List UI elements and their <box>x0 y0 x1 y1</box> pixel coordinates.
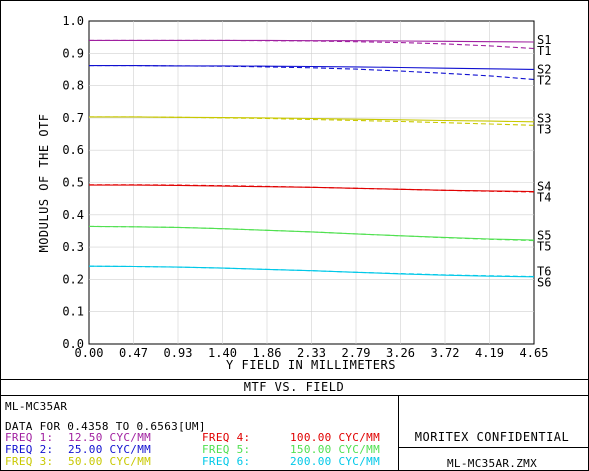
y-tick-label: 0.4 <box>62 208 84 222</box>
x-tick-label: 0.00 <box>75 346 104 360</box>
y-tick-label: 0.6 <box>62 143 84 157</box>
y-axis-label: MODULUS OF THE OTF <box>37 113 51 252</box>
y-tick-label: 0.1 <box>62 305 84 319</box>
series-label-t6: T6 <box>537 265 551 279</box>
frequency-legend: FREQ 1: 12.50 CYC/MM FREQ 4: 100.00 CYC/MM F… <box>5 431 380 468</box>
series-label-s4: S4 <box>537 180 551 194</box>
y-tick-label: 0.2 <box>62 272 84 286</box>
x-tick-label: 2.33 <box>297 346 326 360</box>
freq-value: 12.50 CYC/MM <box>68 431 151 444</box>
series-label-s5: S5 <box>537 228 551 242</box>
series-label-t5: T5 <box>537 239 551 253</box>
x-tick-label: 2.79 <box>342 346 371 360</box>
series-label-t1: T1 <box>537 44 551 58</box>
series-line-t1 <box>89 39 535 50</box>
x-tick-label: 3.72 <box>431 346 460 360</box>
data-range: DATA FOR 0.4358 TO 0.6563[UM] <box>5 420 206 433</box>
freq-value: 100.00 CYC/MM <box>290 431 380 444</box>
freq-value: 50.00 CYC/MM <box>68 455 151 468</box>
y-tick-labels: 0.0 0.1 0.2 0.3 0.4 0.5 0.6 0.7 0.8 0.9 1.0 <box>62 14 84 351</box>
x-tick-label: 4.65 <box>520 346 549 360</box>
series-line-t5 <box>88 225 535 242</box>
file-name: ML-MC35AR.ZMX <box>447 457 537 470</box>
y-tick-label: 0.8 <box>62 79 84 93</box>
freq-value: 200.00 CYC/MM <box>290 455 380 468</box>
series-label-t3: T3 <box>537 123 551 137</box>
freq-label: FREQ 2: <box>5 443 53 456</box>
x-tick-label: 0.47 <box>119 346 148 360</box>
x-tick-label: 3.26 <box>386 346 415 360</box>
series-label-s3: S3 <box>537 112 551 126</box>
chart-title: MTF VS. FIELD <box>244 380 344 394</box>
series-line-t4 <box>89 184 535 193</box>
freq-label: FREQ 3: <box>5 455 53 468</box>
series-lines <box>88 39 535 278</box>
y-tick-label: 0.5 <box>62 176 84 190</box>
plot-area: 0.00 0.47 0.93 1.40 1.86 2.33 2.79 3.26 3.72 4.19… <box>62 14 551 360</box>
x-tick-label: 0.93 <box>164 346 193 360</box>
series-label-t4: T4 <box>537 191 551 205</box>
freq-value: 150.00 CYC/MM <box>290 443 380 456</box>
series-label-t2: T2 <box>537 74 551 88</box>
y-tick-label: 0.7 <box>62 111 84 125</box>
x-tick-label: 4.19 <box>475 346 504 360</box>
series-label-s6: S6 <box>537 276 551 290</box>
y-tick-label: 0.3 <box>62 240 84 254</box>
y-tick-label: 0.0 <box>62 337 84 351</box>
series-line-t2 <box>89 65 535 81</box>
freq-label: FREQ 4: <box>202 431 250 444</box>
lens-name: ML-MC35AR <box>5 400 67 413</box>
confidential-label: MORITEX CONFIDENTIAL <box>415 430 570 444</box>
x-tick-label: 1.40 <box>208 346 237 360</box>
freq-label: FREQ 1: <box>5 431 53 444</box>
y-tick-label: 0.9 <box>62 46 84 60</box>
series-label-s2: S2 <box>537 63 551 77</box>
y-tick-label: 1.0 <box>62 14 84 28</box>
grid-lines <box>89 21 534 344</box>
freq-label: FREQ 6: <box>202 455 250 468</box>
freq-value: 25.00 CYC/MM <box>68 443 151 456</box>
series-line-t3 <box>89 116 535 126</box>
x-axis-label: Y FIELD IN MILLIMETERS <box>226 358 396 372</box>
freq-label: FREQ 5: <box>202 443 250 456</box>
series-line-t6 <box>88 265 535 278</box>
x-tick-labels: 0.00 0.47 0.93 1.40 1.86 2.33 2.79 3.26 3.72 4.19… <box>75 346 549 360</box>
x-tick-label: 1.86 <box>253 346 282 360</box>
series-label-s1: S1 <box>537 33 551 47</box>
